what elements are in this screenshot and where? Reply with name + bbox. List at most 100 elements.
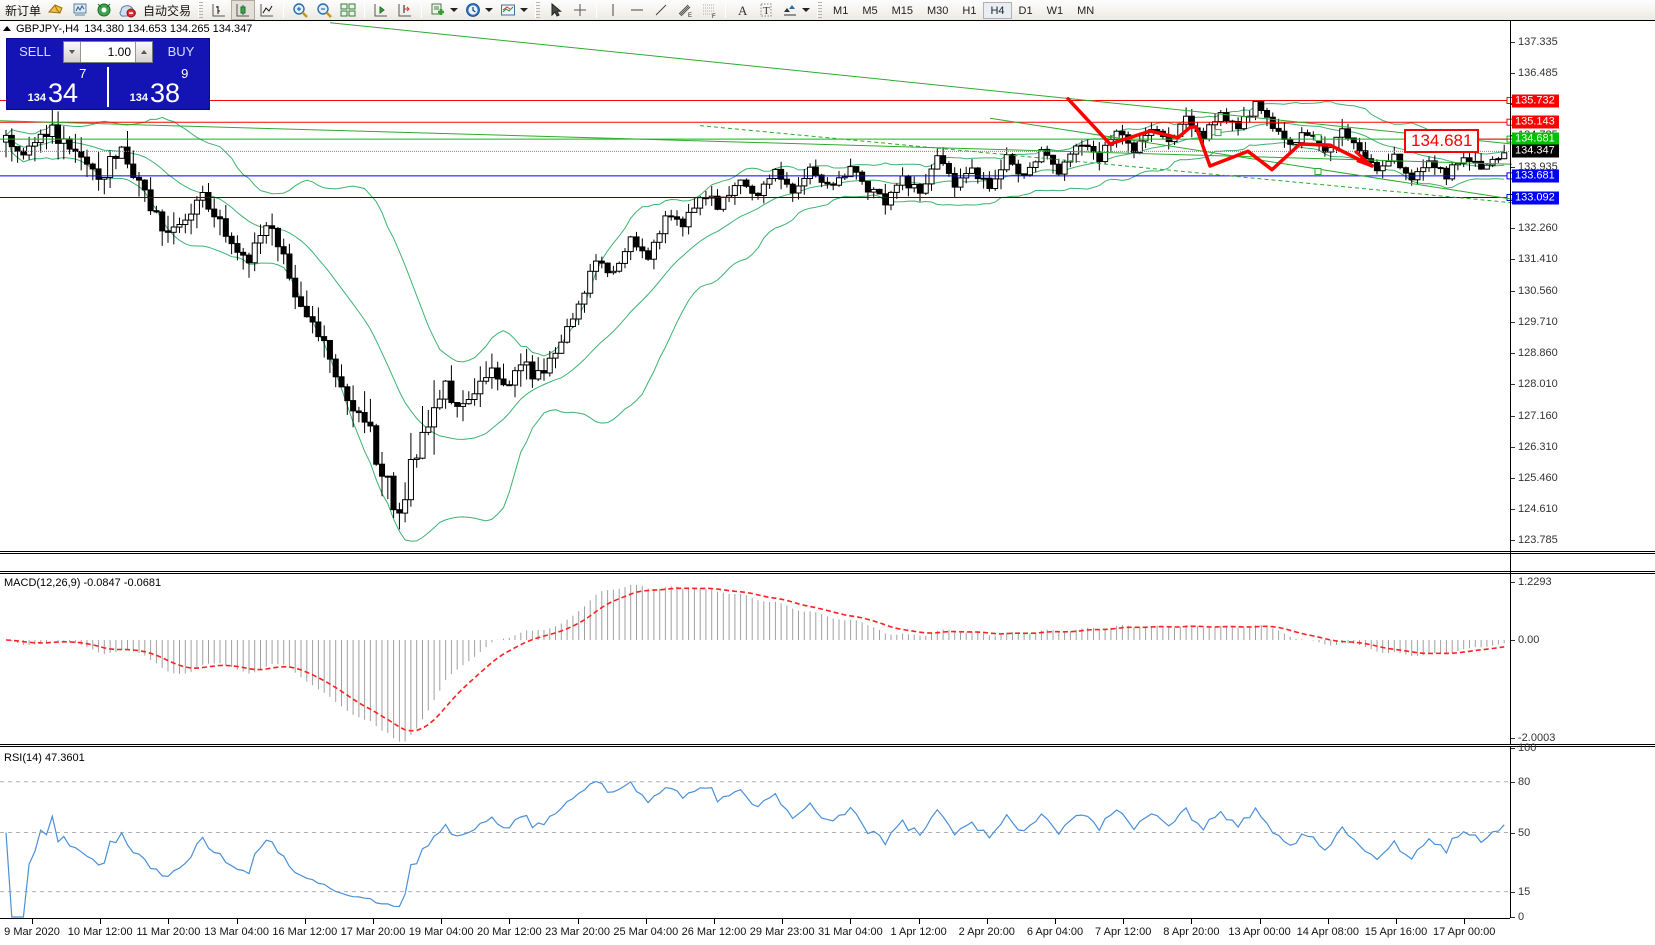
vline-icon[interactable] [601,0,625,20]
tile-windows-icon[interactable] [336,0,360,20]
price-badge-last-price[interactable]: 134.347 [1512,144,1559,158]
timeframe-m15[interactable]: M15 [891,4,913,17]
candle-body [43,133,50,138]
price-axis[interactable]: 137.335136.485135.635134.785133.935132.2… [1510,21,1655,573]
candle-body [1183,115,1190,125]
crosshair-icon[interactable] [568,0,592,20]
price-tick-label: 125.460 [1518,471,1558,484]
timeframe-m5[interactable]: M5 [862,4,878,17]
candle-body [84,156,91,165]
collapse-triangle-icon[interactable] [3,26,11,31]
price-badge-support-line[interactable]: 133.092 [1512,191,1559,205]
toolbar-separator-2 [364,2,366,18]
timeframe-h1[interactable]: H1 [962,4,977,17]
candle-body [506,384,513,387]
candle-body [413,457,420,461]
candle-body [1431,160,1438,169]
sell-price-pipette: 7 [79,66,87,81]
caret-down-icon [69,50,75,54]
candle-body [662,215,669,235]
shapes-icon[interactable] [778,0,813,20]
time-tick [782,919,784,924]
data-window-icon[interactable] [44,0,68,20]
trendline-icon[interactable] [649,0,673,20]
line-chart-icon[interactable] [255,0,279,20]
timeframe-m1[interactable]: M1 [833,4,849,17]
auto-scroll-icon[interactable] [393,0,417,20]
trend-line-handle[interactable] [1314,134,1322,142]
candle-body [512,370,519,386]
candle-body [448,380,455,404]
candle-body [1402,167,1409,174]
templates-button[interactable] [496,0,531,20]
hline-icon[interactable] [625,0,649,20]
candle-body [1055,163,1062,175]
candle-body [1350,137,1357,144]
price-badge-target-line[interactable]: 134.681 [1512,132,1559,146]
shift-end-icon[interactable] [369,0,393,20]
sell-price-display[interactable]: 134 34 7 [7,65,107,109]
autotrading-button[interactable]: 自动交易 [140,0,194,20]
price-badge-support-line[interactable]: 133.681 [1512,169,1559,183]
candle-body [1420,167,1427,173]
shapes-dropdown-arrow[interactable] [802,8,811,12]
text-icon[interactable]: A [730,0,754,20]
buy-price-display[interactable]: 134 38 9 [109,65,209,109]
volume-increase-button[interactable] [135,42,152,62]
descending-trend-line-mid[interactable] [0,120,1513,165]
time-tick [509,919,511,924]
periods-dropdown-arrow[interactable] [485,8,494,12]
sell-price-big: 34 [48,78,79,108]
volume-decrease-button[interactable] [64,42,81,62]
candle-body [685,211,692,228]
terminal-icon[interactable] [116,0,140,20]
bar-chart-icon[interactable] [207,0,231,20]
candle-body [540,370,547,374]
templates-dropdown-arrow[interactable] [520,8,529,12]
rsi-line [5,780,1505,918]
timeframe-m30[interactable]: M30 [927,4,949,17]
trend-line-handle[interactable] [1314,168,1322,175]
timeframe-mn[interactable]: MN [1077,4,1095,17]
candle-body [963,173,970,179]
candlestick-chart-icon[interactable] [231,0,256,20]
candle-body [621,251,628,264]
buy-button[interactable]: BUY [155,41,207,63]
zoom-in-icon[interactable] [288,0,312,20]
price-tick [1511,415,1515,417]
fibonacci-icon[interactable]: F [697,0,721,20]
price-badge-resistance-line[interactable]: 135.732 [1512,94,1559,108]
candle-body [905,175,912,189]
periods-button[interactable] [461,0,496,20]
candle-body [610,270,617,274]
new-order-button[interactable]: 新订单 [2,0,44,20]
forecast-zigzag-line[interactable] [1066,97,1374,172]
one-click-trading-panel[interactable]: SELL 1.00 BUY 134 34 7 134 38 9 [6,38,210,110]
cursor-icon[interactable] [544,0,568,20]
indicators-button[interactable] [426,0,461,20]
market-watch-icon[interactable] [92,0,116,20]
navigator-icon[interactable] [68,0,92,20]
candle-body [153,210,160,213]
timeframe-d1[interactable]: D1 [1018,4,1033,17]
indicators-dropdown-arrow[interactable] [450,8,459,12]
descending-trend-line-dashed[interactable] [699,125,1513,204]
candle-body [1200,130,1207,140]
equidistant-channel-icon[interactable]: E [673,0,697,20]
volume-value[interactable]: 1.00 [107,45,131,59]
candle-body [49,124,56,137]
trend-line-handle[interactable] [1214,129,1222,137]
timeframe-w1[interactable]: W1 [1046,4,1064,17]
time-axis[interactable]: 9 Mar 2020 10 Mar 12:00 11 Mar 20:00 13 Mar… [0,918,1510,945]
sell-button[interactable]: SELL [9,41,61,63]
candle-body [1026,166,1033,176]
volume-stepper[interactable]: 1.00 [63,41,153,63]
zoom-out-icon[interactable] [312,0,336,20]
price-tick-label: 128.010 [1518,378,1558,391]
text-label-icon[interactable]: T [754,0,778,20]
descending-trend-line-upper[interactable] [329,22,1513,145]
price-badge-resistance-line[interactable]: 135.143 [1512,115,1559,129]
candle-body [390,475,397,511]
candle-body [697,197,704,209]
timeframe-h4[interactable]: H4 [983,1,1012,19]
